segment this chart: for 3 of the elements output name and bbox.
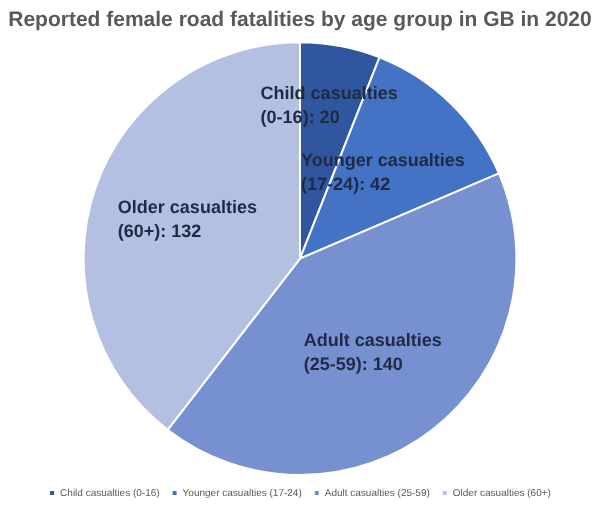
data-label: Older casualties (60+): 132 (117, 197, 257, 242)
data-label: Adult casualties (25-59): 140 (303, 329, 442, 374)
chart-title: Reported female road fatalities by age group in GB in 2020 (8, 8, 593, 33)
